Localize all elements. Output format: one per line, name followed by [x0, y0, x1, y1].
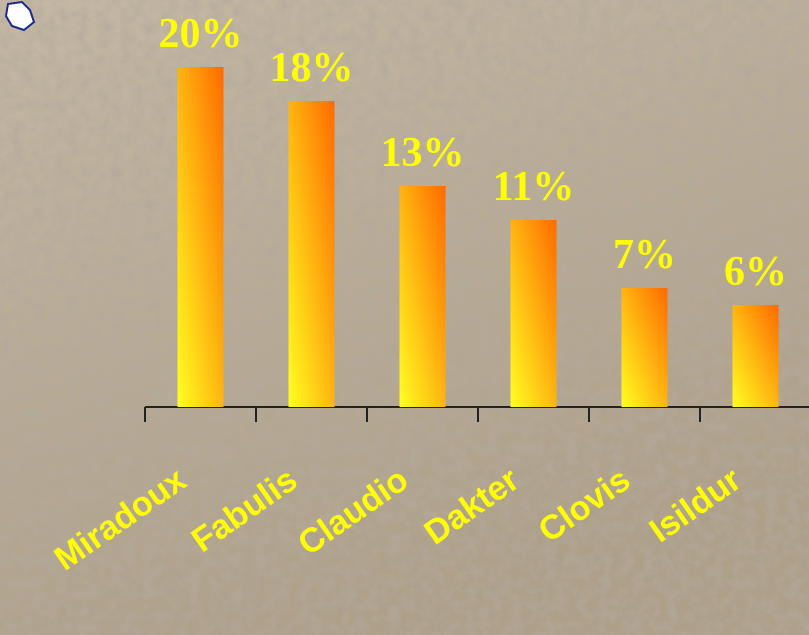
corner-icon	[4, 0, 36, 32]
bar	[621, 288, 668, 407]
bar	[732, 305, 779, 407]
value-label: 13%	[381, 130, 465, 176]
bar	[288, 101, 335, 407]
bar	[510, 220, 557, 407]
value-label: 18%	[270, 45, 354, 91]
value-label: 11%	[493, 164, 575, 210]
value-label: 20%	[159, 11, 243, 57]
value-label: 6%	[724, 249, 787, 295]
value-label: 7%	[613, 232, 676, 278]
bar	[177, 67, 224, 407]
bar	[399, 186, 446, 407]
